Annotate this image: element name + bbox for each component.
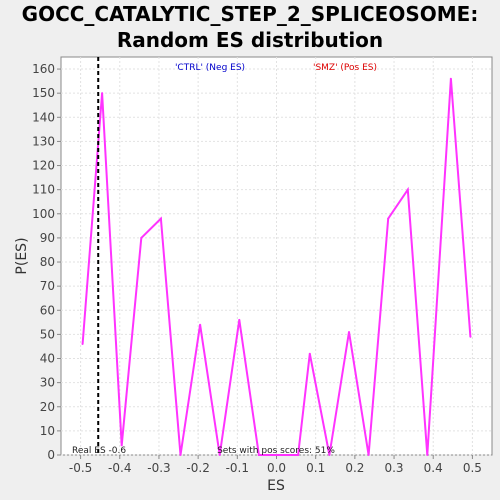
data-point <box>387 217 390 220</box>
x-tick-label: 0.0 <box>267 461 286 475</box>
y-axis-title: P(ES) <box>14 237 30 274</box>
data-point <box>328 454 331 456</box>
x-tick-label: -0.3 <box>147 461 170 475</box>
y-tick-label: 110 <box>32 183 55 197</box>
plot-area <box>60 56 493 456</box>
y-tick-label: 60 <box>40 303 55 317</box>
y-tick-label: 90 <box>40 231 55 245</box>
y-tick-label: 100 <box>32 207 55 221</box>
chart-title-line-2: Random ES distribution <box>117 28 383 52</box>
data-point <box>347 330 350 333</box>
data-point <box>101 92 104 95</box>
series <box>81 77 472 456</box>
data-point <box>218 454 221 456</box>
data-point <box>120 444 123 447</box>
data-point <box>179 454 182 456</box>
data-point <box>469 335 472 338</box>
chart-title-line-1: GOCC_CATALYTIC_STEP_2_SPLICEOSOME: <box>22 2 479 26</box>
data-point <box>257 454 260 456</box>
y-tick-label: 140 <box>32 110 55 124</box>
data-point <box>238 318 241 321</box>
y-tick-label: 130 <box>32 134 55 148</box>
y-tick-label: 80 <box>40 255 55 269</box>
y-tick-label: 120 <box>32 159 55 173</box>
y-tick-label: 160 <box>32 62 55 76</box>
x-tick-label: -0.1 <box>226 461 249 475</box>
x-tick-label: 0.1 <box>306 461 325 475</box>
y-tick-label: 10 <box>40 424 55 438</box>
data-point <box>449 77 452 80</box>
y-tick-label: 0 <box>47 448 55 462</box>
data-point <box>199 323 202 326</box>
y-tick-label: 30 <box>40 376 55 390</box>
y-tick-label: 40 <box>40 352 55 366</box>
x-tick-label: 0.3 <box>384 461 403 475</box>
y-tick-label: 150 <box>32 86 55 100</box>
legend-pos-es: 'SMZ' (Pos ES) <box>313 63 377 73</box>
x-axis-title: ES <box>267 478 285 494</box>
x-tick-label: -0.5 <box>69 461 92 475</box>
data-point <box>367 454 370 456</box>
axes: 0 10 20 30 40 50 60 70 80 90 100 110 120 130 140 150 160… <box>32 62 482 475</box>
data-point <box>406 188 409 191</box>
data-point <box>81 343 84 346</box>
y-tick-label: 20 <box>40 400 55 414</box>
y-tick-label: 70 <box>40 279 55 293</box>
x-tick-label: 0.4 <box>424 461 443 475</box>
legend-neg-es: 'CTRL' (Neg ES) <box>175 63 245 73</box>
x-tick-label: 0.2 <box>345 461 364 475</box>
data-point <box>159 217 162 220</box>
data-point <box>426 454 429 456</box>
y-tick-label: 50 <box>40 327 55 341</box>
real-es-note: Real ES -0.6 <box>72 446 126 456</box>
data-point <box>297 454 300 456</box>
x-tick-label: -0.4 <box>108 461 131 475</box>
x-tick-label: -0.2 <box>186 461 209 475</box>
x-tick-label: 0.5 <box>463 461 482 475</box>
data-point <box>308 352 311 355</box>
data-point <box>277 454 280 456</box>
data-point <box>140 236 143 239</box>
pos-scores-note: Sets with pos scores: 51% <box>217 446 335 456</box>
